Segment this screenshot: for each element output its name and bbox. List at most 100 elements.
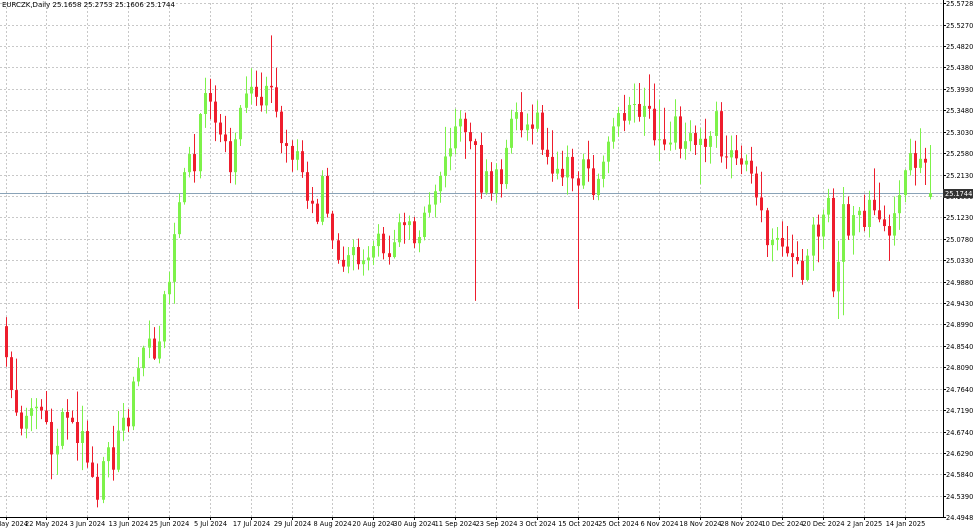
candle-body (5, 326, 8, 358)
candle-body (745, 160, 748, 165)
candle (812, 216, 815, 271)
candle-body (357, 247, 360, 265)
candle (725, 135, 728, 169)
candle-body (265, 85, 268, 106)
candle-body (520, 112, 523, 131)
candle-body (459, 118, 462, 127)
candle-body (791, 253, 794, 258)
candle-body (326, 175, 329, 214)
candle-body (112, 447, 115, 470)
candle-body (607, 141, 610, 162)
candle-body (786, 246, 789, 254)
candle-body (689, 133, 692, 142)
candle-body (633, 103, 636, 105)
candle-body (464, 118, 467, 133)
candle-body (648, 105, 651, 109)
x-tick-label: 22 May 2024 (25, 520, 68, 528)
candle (117, 411, 120, 473)
candle (56, 428, 59, 475)
candle-body (428, 204, 431, 213)
candle-body (250, 86, 253, 94)
candle-body (183, 172, 186, 203)
candle-body (561, 168, 564, 178)
candle-body (469, 132, 472, 142)
candle-body (398, 222, 401, 243)
candle-body (337, 240, 340, 260)
candle (342, 246, 345, 272)
candle (45, 391, 48, 425)
candle-body (898, 195, 901, 214)
candle (137, 357, 140, 387)
candle (413, 216, 416, 248)
candle (188, 146, 191, 178)
candle-body (883, 219, 886, 227)
x-tick-label: 11 Sep 2024 (435, 520, 477, 528)
candle (142, 345, 145, 377)
candle (607, 136, 610, 174)
candle-body (837, 261, 840, 292)
candle-body (301, 151, 304, 173)
candle-body (285, 143, 288, 146)
candle (270, 35, 273, 104)
candle (372, 240, 375, 266)
candle (239, 104, 242, 146)
x-tick-label: 15 Oct 2024 (558, 520, 599, 528)
candle-body (771, 239, 774, 246)
candle-body (224, 134, 227, 142)
x-tick-label: 30 Aug 2024 (393, 520, 435, 528)
candle (20, 405, 23, 436)
x-tick-label: 3 Jun 2024 (70, 520, 105, 528)
y-tick-label: 25.4820 (946, 43, 973, 51)
candle (868, 190, 871, 238)
candle (919, 128, 922, 174)
candle (495, 163, 498, 203)
candle (331, 210, 334, 249)
candle-body (597, 178, 600, 196)
candle (291, 140, 294, 172)
y-tick-label: 24.9430 (946, 300, 973, 308)
x-tick-label: 14 Jan 2025 (886, 520, 926, 528)
candle (914, 140, 917, 186)
candle-body (71, 417, 74, 423)
candle-body (893, 213, 896, 236)
candle (183, 167, 186, 205)
candle-body (806, 255, 809, 280)
candle (459, 110, 462, 142)
candle-body (50, 422, 53, 455)
candle-body (311, 200, 314, 204)
candle (280, 105, 283, 154)
candle-body (377, 233, 380, 247)
candle-body (270, 85, 273, 88)
candle (234, 132, 237, 185)
candle (791, 234, 794, 278)
candle-body (372, 246, 375, 258)
x-tick-label: 3 Oct 2024 (519, 520, 556, 528)
candle-body (638, 103, 641, 117)
candle-body (382, 233, 385, 254)
x-tick-label: 25 Oct 2024 (598, 520, 639, 528)
candle-body (694, 133, 697, 145)
candle (531, 104, 534, 145)
y-tick-label: 25.2580 (946, 150, 973, 158)
candle-body (755, 173, 758, 198)
candle (888, 214, 891, 261)
candle-body (449, 148, 452, 157)
candle-body (842, 204, 845, 262)
candle-body (760, 197, 763, 211)
candle-body (822, 214, 825, 237)
candle-body (122, 417, 125, 431)
candles (5, 35, 932, 508)
candle (444, 126, 447, 188)
candle (505, 139, 508, 189)
candle (832, 188, 835, 298)
candle (837, 240, 840, 320)
candle-body (321, 175, 324, 222)
candle-body (720, 111, 723, 157)
x-tick-label: 25 Jun 2024 (150, 520, 190, 528)
candle-body (914, 153, 917, 168)
candle-body (663, 139, 666, 145)
candle (658, 99, 661, 162)
candle-body (628, 104, 631, 121)
